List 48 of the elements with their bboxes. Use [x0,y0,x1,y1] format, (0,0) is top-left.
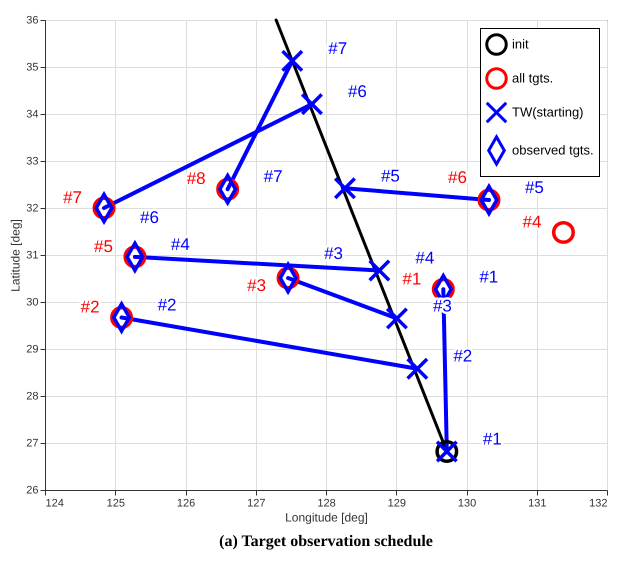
annotation: #6 [448,168,467,188]
text: (a) Target observation schedule [219,533,433,550]
annotation: #1 [482,429,502,448]
annotation: #1 [479,267,498,286]
annotation: #3 [247,276,266,296]
annotation: #3 [324,244,343,264]
annotation: #4 [415,248,434,268]
annotation: #2 [80,298,100,317]
y-tick-label: 29 [26,344,38,356]
x-tick-label: 130 [458,498,476,510]
y-tick-label: 30 [26,296,38,308]
annotation: #8 [186,169,206,188]
y-axis-title: Latitude [deg] [8,219,22,292]
legend-label: init [512,36,530,52]
y-tick-label: 33 [26,156,38,168]
annotation: #5 [380,166,400,186]
annotation: #1 [402,269,422,288]
annotation: #2 [158,296,176,315]
y-tick-label: 36 [26,14,38,26]
annotation: #5 [524,178,544,198]
y-tick-label: 34 [26,108,38,120]
annotation: #5 [94,236,113,256]
x-tick-label: 128 [317,498,336,510]
legend-label: observed tgts. [512,142,594,158]
annotation: #7 [63,188,82,207]
x-tick-label: 124 [46,498,64,510]
y-tick-label: 27 [26,438,38,450]
y-tick-label: 31 [26,250,38,262]
x-tick-label: 126 [176,498,196,510]
x-tick-label: 131 [528,498,546,510]
y-tick-label: 28 [26,390,38,402]
annotation: #6 [348,82,367,102]
x-tick-label: 125 [106,498,125,510]
x-axis-title: Longitude [deg] [285,510,368,524]
y-tick-label: 32 [26,202,38,214]
x-tick-label: 127 [247,498,266,510]
y-tick-label: 26 [26,484,38,496]
annotation: #6 [140,208,159,227]
annotation: #4 [170,234,190,254]
x-tick-label: 132 [589,498,608,510]
x-tick-label: 129 [388,498,406,510]
legend-label: TW(starting) [512,104,584,120]
annotation: #2 [453,346,472,366]
annotation: #4 [522,212,542,232]
legend-label: all tgts. [512,70,554,86]
y-tick-label: 35 [26,62,38,74]
annotation: #7 [328,38,348,58]
annotation: #7 [264,167,283,186]
